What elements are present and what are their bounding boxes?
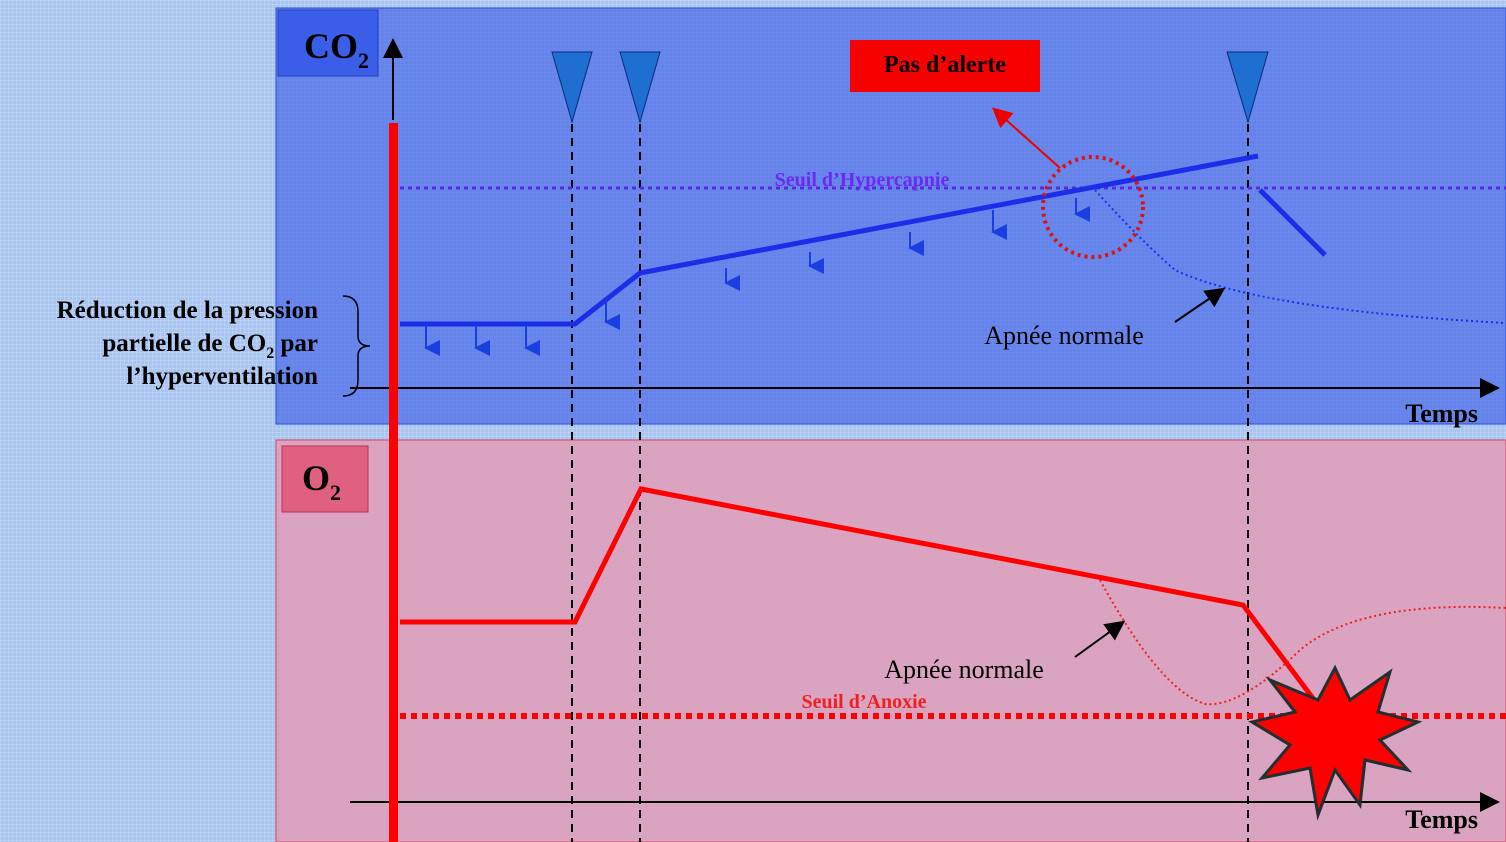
o2-apnea-label: Apnée normale	[884, 655, 1044, 684]
hypercapnia-label: Seuil d’Hypercapnie	[775, 169, 950, 191]
o2-title-sub: 2	[330, 480, 341, 505]
o2-title-main: O	[302, 458, 330, 498]
diagram: CO2 O2 Temps Temps Seuil d’Hypercapnie S…	[0, 0, 1506, 842]
co2-x-label: Temps	[1405, 399, 1478, 428]
annotation-sub: 2	[266, 345, 274, 362]
o2-x-label: Temps	[1405, 805, 1478, 834]
alert-label: Pas d’alerte	[884, 52, 1006, 78]
page: CO2 O2 Temps Temps Seuil d’Hypercapnie S…	[0, 0, 1506, 842]
co2-apnea-label: Apnée normale	[984, 321, 1144, 350]
annotation-text: partielle de CO	[102, 330, 266, 357]
annotation-line: Réduction de la pression	[57, 297, 318, 324]
anoxia-label: Seuil d’Anoxie	[801, 691, 926, 713]
co2-title-sub: 2	[358, 48, 369, 73]
annotation-line: l’hyperventilation	[126, 363, 318, 390]
annotation-text: par	[274, 330, 318, 357]
co2-title-main: CO	[304, 26, 358, 66]
start-bar	[389, 123, 398, 842]
